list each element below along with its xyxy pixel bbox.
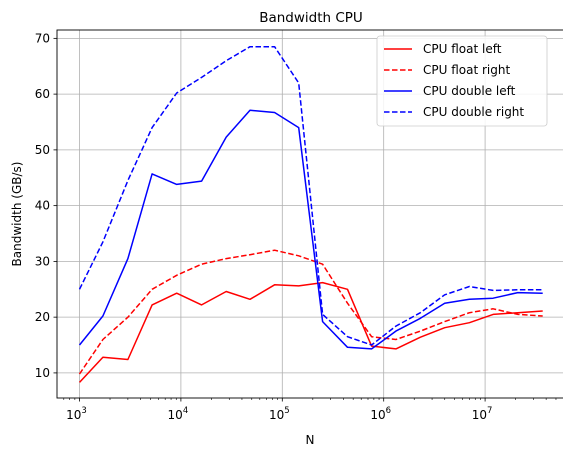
x-tick-label: 107 (472, 406, 493, 422)
legend: CPU float left CPU float right CPU double … (376, 35, 548, 127)
series-line (78, 45, 543, 346)
y-tick-label: 40 (35, 199, 50, 213)
chart-title: Bandwidth CPU (259, 10, 363, 26)
series-lines (78, 45, 543, 383)
x-axis: 103 104 105 106 107 (63, 398, 557, 422)
grid (57, 30, 563, 398)
x-tick-label: 103 (66, 406, 87, 422)
y-tick-label: 50 (35, 143, 50, 157)
y-axis-label: Bandwidth (GB/s) (10, 162, 24, 267)
y-tick-label: 20 (35, 310, 50, 324)
legend-box (376, 35, 548, 127)
legend-label: CPU float left (423, 42, 502, 56)
legend-label: CPU double right (423, 105, 524, 119)
plot-frame (56, 29, 563, 399)
y-tick-label: 10 (35, 366, 50, 380)
y-tick-label: 60 (35, 87, 50, 101)
series-line (78, 281, 543, 383)
x-tick-label: 104 (168, 406, 189, 422)
y-tick-label: 70 (35, 31, 50, 45)
series-line (78, 249, 543, 375)
x-axis-label: N (306, 433, 315, 447)
x-tick-label: 106 (370, 406, 391, 422)
y-axis: 10 20 30 40 50 60 70 (35, 31, 57, 380)
series-line (78, 109, 543, 350)
y-tick-label: 30 (35, 254, 50, 268)
x-tick-label: 105 (269, 406, 290, 422)
legend-label: CPU double left (423, 84, 516, 98)
legend-label: CPU float right (423, 63, 510, 77)
